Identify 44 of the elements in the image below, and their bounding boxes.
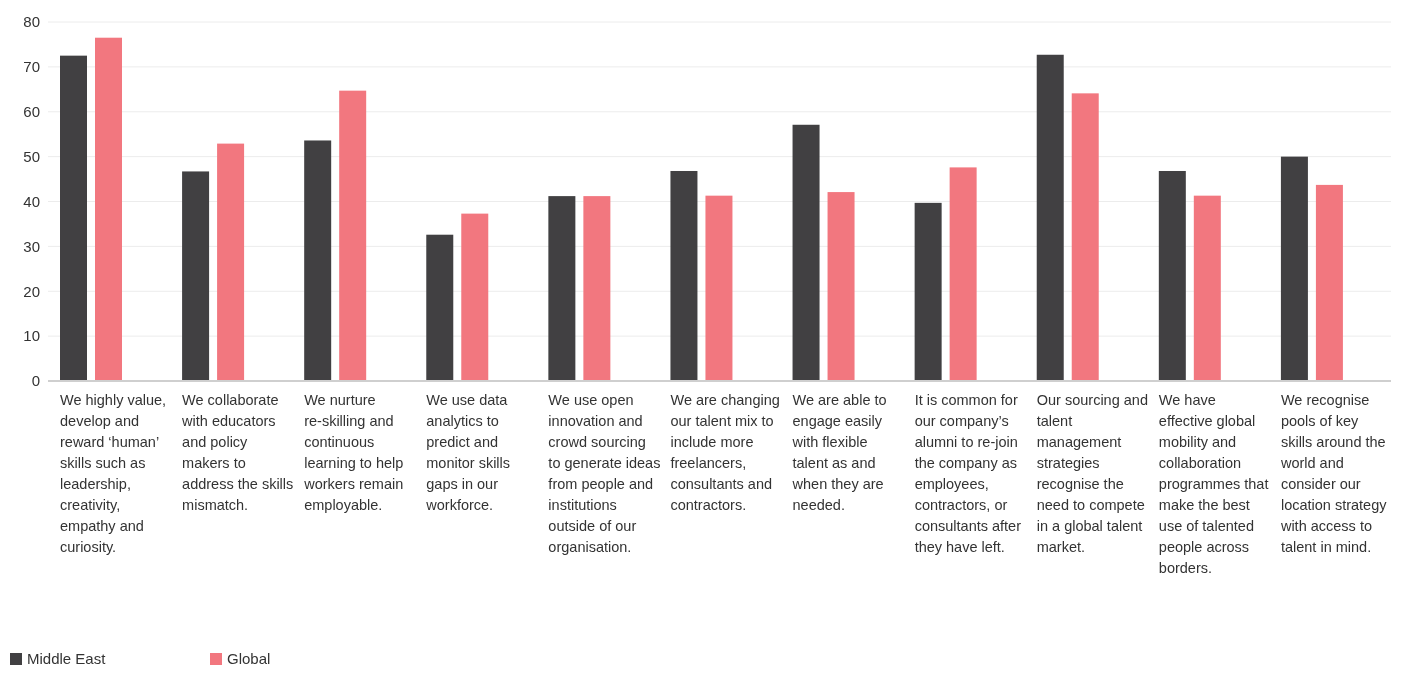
y-tick-label: 0 [31,372,40,390]
y-tick-label: 70 [23,58,40,76]
y-tick-label: 80 [23,13,40,31]
bar [1036,54,1064,381]
bar [792,124,820,381]
bar [1158,170,1186,381]
x-tick-label: We collaborate with educators and policy makers to address the skills mismatch. [181,392,294,513]
x-tick-label: We use open innovation and crowd sourcing to generate ideas from people and institutions outside of our organisation. [548,392,661,555]
x-tick-label: We nurture re-skilling and continuous learning to help workers remain employable. [303,392,404,513]
bar [426,234,454,381]
bar [182,171,210,381]
bar [95,37,122,381]
y-tick-label: 40 [23,192,40,210]
bar [827,192,855,381]
y-tick-label: 60 [23,103,40,120]
bar [1315,184,1343,381]
legend-label: Middle East [27,650,107,667]
x-tick-label: We recognise pools of key skills around the world and consider our location strategy with access to talent in mind. [1279,392,1388,555]
y-tick-label: 10 [23,327,40,345]
bar [583,196,611,381]
bar [1071,93,1099,381]
bar [339,90,367,381]
bar [60,55,87,381]
x-tick-label: We are able to engage easily with flexible talent as and when they are needed. [791,392,887,513]
y-tick-label: 50 [23,147,40,165]
legend-label: Global [227,650,271,667]
bar [1280,156,1308,381]
bar [548,196,576,381]
bar [949,167,977,381]
x-tick-label: Our sourcing and talent management strategies recognise the need to compete in a global talent market. [1036,392,1148,555]
bar [217,143,245,381]
bar [304,140,332,381]
bar [1193,195,1221,381]
y-tick-label: 30 [23,237,40,255]
x-tick-label: We highly value, develop and reward ‘human’ skills such as leadership, creativity, empathy and curiosity. [60,392,167,555]
category-label: We have effective global mobility and collaboration programmes that make the best use of talented people across borders. [1158,392,1269,576]
y-tick-label: 20 [23,282,40,300]
x-tick-label: We use data analytics to predict and monitor skills gaps in our workforce. [425,392,511,513]
x-tick-label: It is common for our company’s alumni to re-join the company as employees, contractors, or consultants after they have left. [914,392,1022,555]
bar [705,195,733,381]
x-tick-label: We are changing our talent mix to include more freelancers, consultants and contractors. [670,392,780,513]
bar [670,170,698,381]
bar [914,202,942,381]
bar [461,213,489,381]
